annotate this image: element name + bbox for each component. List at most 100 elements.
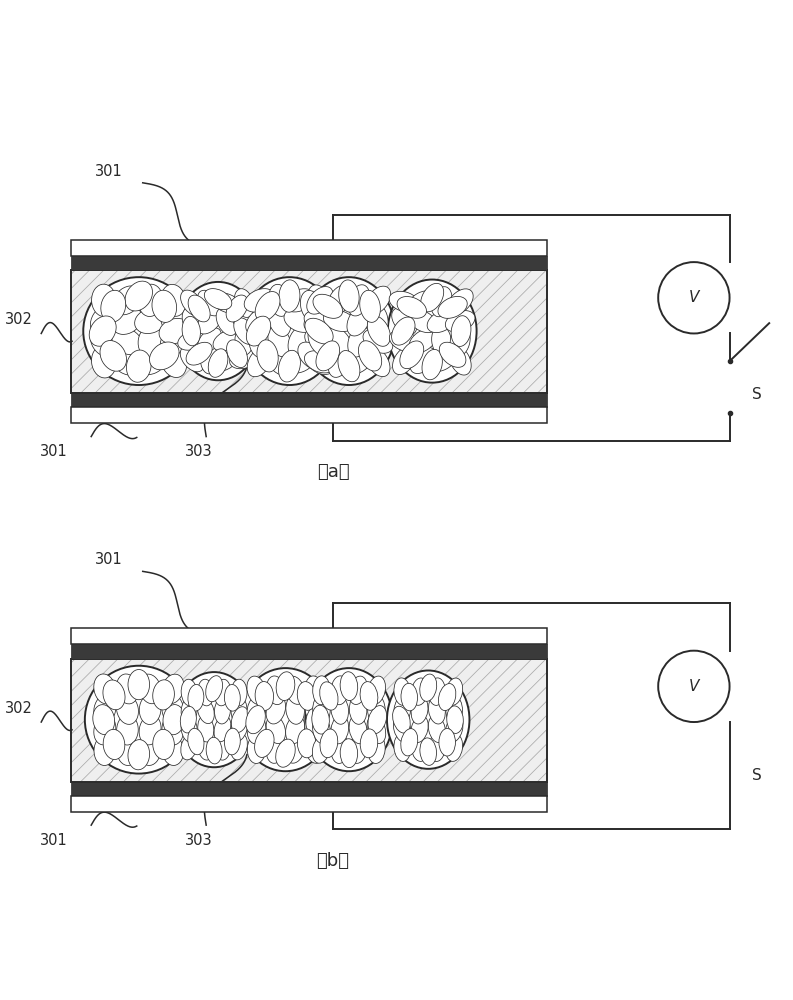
Ellipse shape — [216, 308, 237, 335]
Ellipse shape — [312, 676, 330, 705]
Ellipse shape — [412, 734, 428, 761]
Ellipse shape — [339, 280, 359, 312]
Ellipse shape — [214, 697, 231, 724]
Bar — [71, 256, 547, 270]
Ellipse shape — [247, 696, 266, 724]
Ellipse shape — [139, 715, 161, 745]
Ellipse shape — [94, 674, 116, 704]
Text: 301: 301 — [40, 444, 67, 459]
Ellipse shape — [428, 678, 445, 705]
Ellipse shape — [180, 706, 197, 733]
Ellipse shape — [389, 291, 419, 312]
Ellipse shape — [449, 346, 471, 375]
Ellipse shape — [117, 694, 139, 724]
Bar — [71, 796, 547, 812]
Ellipse shape — [439, 342, 466, 367]
Ellipse shape — [186, 342, 213, 365]
Ellipse shape — [394, 678, 411, 705]
Text: （b）: （b） — [316, 852, 350, 870]
Ellipse shape — [276, 672, 295, 701]
Ellipse shape — [205, 676, 223, 702]
Ellipse shape — [197, 679, 214, 706]
Text: V: V — [688, 290, 699, 305]
Ellipse shape — [247, 735, 266, 763]
Ellipse shape — [232, 310, 256, 334]
Ellipse shape — [214, 733, 231, 760]
Ellipse shape — [231, 679, 247, 706]
Ellipse shape — [94, 735, 116, 765]
Ellipse shape — [312, 715, 331, 744]
Text: 302: 302 — [6, 701, 33, 716]
Ellipse shape — [360, 729, 377, 758]
Ellipse shape — [128, 740, 150, 770]
Ellipse shape — [268, 326, 291, 357]
Ellipse shape — [279, 280, 300, 312]
Ellipse shape — [150, 342, 179, 370]
Ellipse shape — [368, 305, 388, 337]
Ellipse shape — [308, 285, 331, 316]
Ellipse shape — [324, 310, 355, 332]
Ellipse shape — [152, 290, 177, 322]
Ellipse shape — [181, 715, 197, 742]
Ellipse shape — [197, 715, 214, 742]
Ellipse shape — [305, 329, 334, 354]
Ellipse shape — [439, 728, 455, 756]
Ellipse shape — [128, 670, 150, 700]
Ellipse shape — [446, 697, 462, 724]
Ellipse shape — [161, 305, 187, 336]
Ellipse shape — [394, 734, 411, 761]
Ellipse shape — [153, 680, 174, 710]
Ellipse shape — [235, 289, 254, 317]
Ellipse shape — [360, 682, 377, 710]
Ellipse shape — [181, 734, 197, 760]
Ellipse shape — [285, 715, 305, 744]
Ellipse shape — [305, 696, 324, 724]
Ellipse shape — [255, 682, 274, 710]
Ellipse shape — [368, 695, 385, 724]
Ellipse shape — [214, 347, 239, 371]
Ellipse shape — [246, 706, 266, 734]
Ellipse shape — [411, 678, 428, 705]
Ellipse shape — [117, 715, 138, 745]
Ellipse shape — [94, 715, 116, 745]
Text: 303: 303 — [185, 444, 212, 459]
Ellipse shape — [305, 735, 324, 763]
Ellipse shape — [103, 680, 125, 710]
Ellipse shape — [367, 715, 385, 743]
Ellipse shape — [450, 326, 470, 356]
Ellipse shape — [446, 706, 463, 733]
Ellipse shape — [320, 729, 338, 758]
Ellipse shape — [93, 705, 115, 735]
Ellipse shape — [85, 666, 193, 774]
Ellipse shape — [320, 682, 338, 710]
Ellipse shape — [368, 735, 385, 763]
Ellipse shape — [188, 728, 204, 755]
Ellipse shape — [112, 348, 142, 375]
Ellipse shape — [285, 735, 305, 763]
Ellipse shape — [304, 309, 335, 332]
Ellipse shape — [126, 350, 151, 382]
Ellipse shape — [197, 290, 221, 316]
Ellipse shape — [278, 350, 301, 382]
Ellipse shape — [197, 310, 222, 334]
Ellipse shape — [348, 326, 370, 357]
Ellipse shape — [182, 308, 202, 336]
Bar — [71, 644, 547, 659]
Ellipse shape — [367, 316, 390, 346]
Ellipse shape — [197, 734, 214, 760]
Ellipse shape — [247, 715, 266, 744]
Ellipse shape — [431, 325, 451, 356]
Ellipse shape — [389, 330, 419, 352]
Ellipse shape — [358, 341, 381, 371]
Ellipse shape — [298, 342, 325, 370]
Ellipse shape — [288, 326, 311, 357]
Ellipse shape — [113, 286, 141, 315]
Ellipse shape — [347, 285, 370, 316]
Ellipse shape — [162, 674, 184, 704]
Ellipse shape — [328, 346, 351, 377]
Ellipse shape — [421, 283, 443, 312]
Ellipse shape — [197, 698, 214, 724]
Ellipse shape — [410, 347, 435, 374]
Ellipse shape — [112, 328, 143, 355]
Ellipse shape — [100, 341, 127, 371]
